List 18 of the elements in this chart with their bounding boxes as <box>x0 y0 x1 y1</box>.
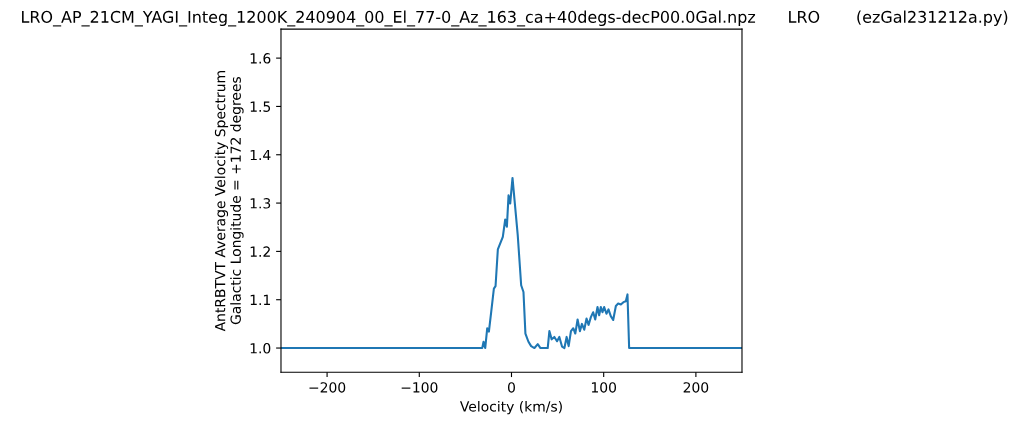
y-tick-label: 1.4 <box>250 149 271 161</box>
y-tick-label: 1.0 <box>250 343 271 354</box>
y-axis-title: AntRBTVT Average Velocity Spectrum Galactic Longitude = +172 degrees <box>214 71 244 332</box>
text: (ezGal231212a.py) <box>857 10 1008 27</box>
text: LRO <box>789 10 820 23</box>
x-tick-label: 200 <box>683 382 709 393</box>
y-tick-label: 1.1 <box>250 294 270 305</box>
line-series <box>280 176 742 350</box>
y-tick-label: 1.3 <box>250 198 271 209</box>
chart-title: LRO_AP_21CM_YAGI_Integ_1200K_240904_00_El_77-0_Az_163_ca+40degs-decP00.0Gal.npz <box>22 10 756 27</box>
x-tick-label: −200 <box>309 382 346 393</box>
y-tick-label: 1.5 <box>250 101 271 112</box>
x-tick-label: 0 <box>507 382 515 393</box>
y-tick-label: 1.2 <box>250 246 270 257</box>
y-tick-label: 1.6 <box>250 53 271 64</box>
x-tick-label: 100 <box>591 382 617 393</box>
x-axis-title: Velocity (km/s) <box>459 400 562 415</box>
x-tick-label: −100 <box>401 382 438 393</box>
